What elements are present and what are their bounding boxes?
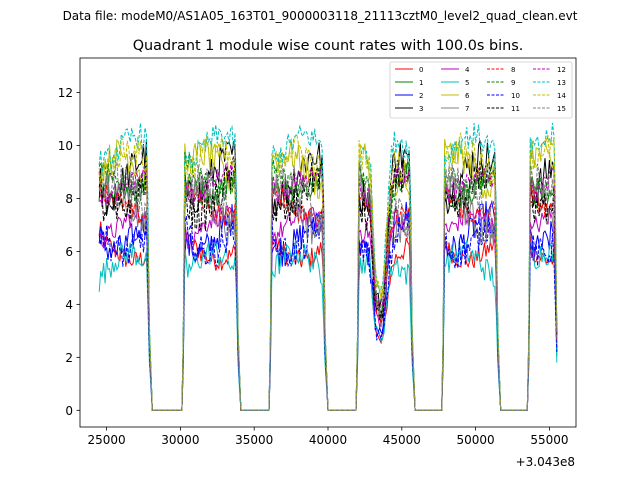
legend-label-4: 4: [465, 66, 470, 74]
legend-label-7: 7: [465, 105, 469, 113]
x-tick-label: 45000: [383, 433, 421, 447]
chart-title: Quadrant 1 module wise count rates with …: [133, 38, 524, 54]
series-line-5: [98, 239, 558, 411]
legend-label-12: 12: [557, 66, 566, 74]
plot-area: [98, 122, 558, 411]
series-line-11: [98, 156, 558, 411]
series-line-8: [98, 171, 558, 411]
x-tick-label: 40000: [309, 433, 347, 447]
legend-label-1: 1: [419, 79, 423, 87]
legend-label-10: 10: [511, 92, 520, 100]
series-line-7: [98, 171, 558, 411]
x-axis-offset-label: +3.043e8: [516, 455, 575, 469]
figure-suptitle: Data file: modeM0/AS1A05_163T01_90000031…: [63, 9, 578, 23]
y-tick-label: 0: [65, 404, 73, 418]
x-tick-label: 55000: [530, 433, 568, 447]
legend-label-6: 6: [465, 92, 470, 100]
series-line-1: [98, 160, 558, 411]
legend-label-2: 2: [419, 92, 423, 100]
x-tick-label: 25000: [87, 433, 125, 447]
legend-label-5: 5: [465, 79, 469, 87]
y-tick-label: 12: [58, 86, 73, 100]
legend-box: [389, 61, 573, 119]
y-tick-label: 4: [65, 298, 73, 312]
x-tick-label: 35000: [235, 433, 273, 447]
legend-label-15: 15: [557, 105, 566, 113]
legend-label-0: 0: [419, 66, 423, 74]
x-tick-label: 30000: [161, 433, 199, 447]
x-tick-label: 50000: [457, 433, 495, 447]
series-line-15: [98, 162, 558, 411]
y-tick-label: 10: [58, 139, 73, 153]
legend-label-3: 3: [419, 105, 423, 113]
y-tick-label: 2: [65, 351, 73, 365]
series-line-10: [98, 208, 558, 411]
y-tick-label: 6: [65, 245, 73, 259]
legend-label-11: 11: [511, 105, 520, 113]
legend-label-9: 9: [511, 79, 515, 87]
series-line-14: [98, 132, 558, 411]
y-tick-label: 8: [65, 192, 73, 206]
series-line-0: [98, 221, 558, 411]
legend-label-13: 13: [557, 79, 566, 87]
legend-label-14: 14: [557, 92, 566, 100]
y-axis: 0 2 4 6 8 10 12: [58, 86, 80, 418]
legend-label-8: 8: [511, 66, 515, 74]
x-axis: 25000 30000 35000 40000 45000 50000 55000: [87, 427, 569, 447]
series-line-12: [98, 162, 558, 411]
